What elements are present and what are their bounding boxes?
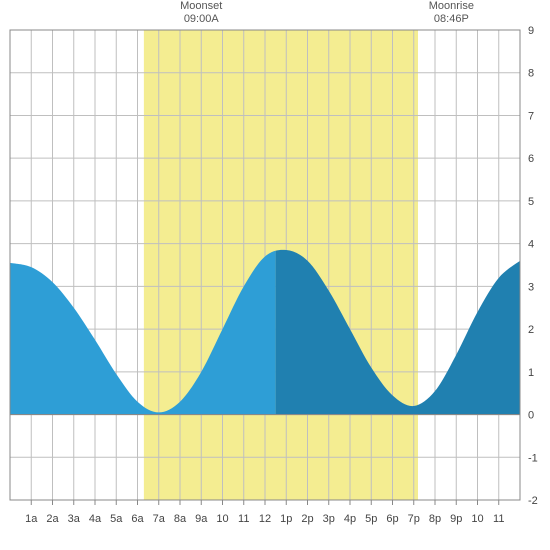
svg-text:11: 11 [238,513,249,525]
svg-text:2: 2 [528,324,534,336]
svg-text:7: 7 [528,110,534,122]
svg-text:8a: 8a [174,513,187,525]
svg-text:2p: 2p [301,513,313,525]
svg-text:5: 5 [528,196,534,208]
svg-text:6p: 6p [386,513,398,525]
moonrise-label: Moonrise 08:46P [421,0,481,26]
svg-text:1: 1 [528,367,534,379]
svg-text:11: 11 [493,513,504,525]
svg-text:5p: 5p [365,513,377,525]
chart-svg: -2-101234567891a2a3a4a5a6a7a8a9a1011121p… [0,0,550,550]
svg-text:4p: 4p [344,513,356,525]
moonset-label: Moonset 09:00A [171,0,231,26]
svg-text:10: 10 [471,513,483,525]
svg-text:1p: 1p [280,513,292,525]
moonset-time: 09:00A [171,13,231,26]
svg-text:8p: 8p [429,513,441,525]
moonrise-time: 08:46P [421,13,481,26]
moonrise-title: Moonrise [421,0,481,13]
svg-text:0: 0 [528,410,534,422]
tide-chart: -2-101234567891a2a3a4a5a6a7a8a9a1011121p… [0,0,550,550]
svg-text:12: 12 [259,513,271,525]
svg-text:8: 8 [528,68,534,80]
svg-text:6: 6 [528,153,534,165]
svg-text:3: 3 [528,281,534,293]
svg-text:6a: 6a [131,513,144,525]
svg-text:3p: 3p [323,513,335,525]
svg-text:9p: 9p [450,513,462,525]
svg-text:3a: 3a [68,513,81,525]
svg-text:7p: 7p [408,513,420,525]
svg-text:-1: -1 [528,452,538,464]
svg-text:9: 9 [528,25,534,37]
svg-text:9a: 9a [195,513,208,525]
svg-text:10: 10 [216,513,228,525]
svg-text:4a: 4a [89,513,102,525]
svg-text:4: 4 [528,239,534,251]
svg-text:2a: 2a [46,513,59,525]
moonset-title: Moonset [171,0,231,13]
svg-text:-2: -2 [528,495,538,507]
svg-text:5a: 5a [110,513,123,525]
svg-text:1a: 1a [25,513,38,525]
svg-text:7a: 7a [153,513,166,525]
